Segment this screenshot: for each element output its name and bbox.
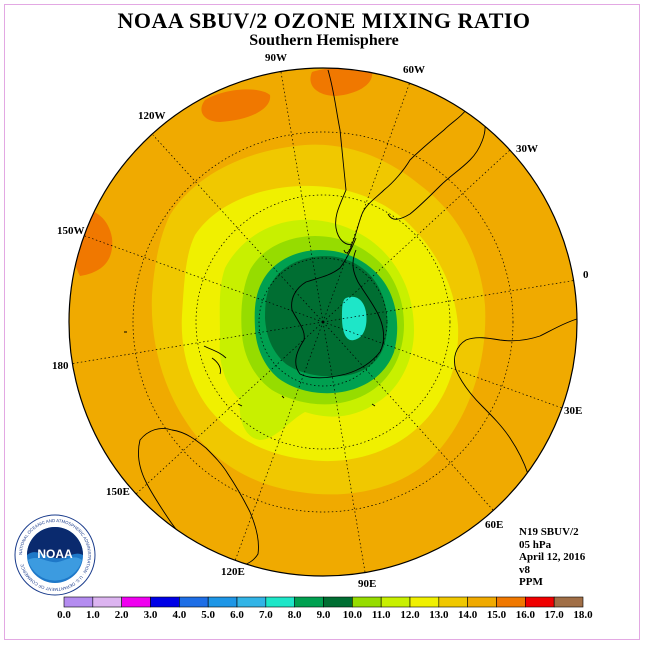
colorbar-tick-label: 9.0 [317,609,331,621]
ozone-contours [69,68,577,576]
colorbar-swatch [63,596,94,608]
colorbar-tick-label: 13.0 [429,609,449,621]
label-30e: 30E [564,405,582,417]
info-satellite: N19 SBUV/2 [519,526,579,538]
label-60e: 60E [485,519,503,531]
colorbar-swatch [438,596,468,608]
band-15-north-a [201,89,271,122]
colorbar-swatch [467,596,497,608]
noaa-logo: NOAA NATIONAL OCEANIC AND ATMOSPHERIC AD… [14,514,96,596]
colorbar-tick-label: 12.0 [400,609,420,621]
label-0: 0 [583,269,589,281]
map-subtitle: Southern Hemisphere [249,32,399,49]
colorbar-swatch [207,596,238,608]
colorbar-tick-label: 5.0 [201,609,215,621]
logo-text: NOAA [37,547,73,561]
band-7 [342,296,367,341]
colorbar-tick-label: 0.0 [57,609,71,621]
colorbar-tick-label: 16.0 [516,609,536,621]
label-150w: 150W [57,225,85,237]
label-180: 180 [52,360,69,372]
colorbar-swatch [265,596,295,608]
label-120e: 120E [221,566,245,578]
colorbar-tick-label: 3.0 [144,609,158,621]
colorbar-tick-label: 2.0 [115,609,129,621]
label-90e: 90E [358,578,376,590]
colorbar-tick-label: 8.0 [288,609,302,621]
band-8 [265,256,388,377]
meridian-labels: 90W 60W 30W 0 30E 60E 90E 120E 150E 180 … [52,52,589,590]
colorbar-tick-label: 18.0 [573,609,593,621]
colorbar-tick-label: 10.0 [343,609,363,621]
info-version: v8 [519,563,530,576]
colorbar-swatch [352,596,382,608]
colorbar-tick-label: 11.0 [372,609,391,621]
colorbar-swatch [323,596,353,608]
globe-outline [68,67,578,577]
colorbar-swatch [179,596,209,608]
info-level: 05 hPa [519,538,552,551]
colorbar-swatch [553,596,584,608]
graticule [69,71,577,573]
map-title: NOAA SBUV/2 OZONE MIXING RATIO [117,8,531,33]
label-30w: 30W [516,143,538,155]
colorbar-swatch [150,596,180,608]
info-units: PPM [519,576,543,589]
colorbar-swatch [409,596,440,608]
colorbar-tick-label: 1.0 [86,609,100,621]
label-90w: 90W [265,52,287,64]
colorbar-swatch [380,596,411,608]
colorbar-tick-label: 14.0 [458,609,478,621]
colorbar: 0.0 1.0 2.0 3.0 4.0 5.0 6.0 7.0 8.0 9.0 10.0 11.0 12… [57,596,593,621]
band-15-north-b [310,68,373,96]
colorbar-tick-label: 7.0 [259,609,273,621]
label-60w: 60W [403,64,425,76]
colorbar-tick-label: 4.0 [172,609,186,621]
plot-frame [4,4,640,640]
colorbar-swatch [236,596,267,608]
label-150e: 150E [106,486,130,498]
colorbar-swatch [496,596,526,608]
info-date: April 12, 2016 [519,551,586,564]
colorbar-swatch [121,596,151,608]
colorbar-swatch [294,596,324,608]
colorbar-tick-label: 17.0 [545,609,565,621]
colorbar-swatch [92,596,122,608]
colorbar-tick-label: 15.0 [487,609,507,621]
label-120w: 120W [138,110,166,122]
colorbar-swatch [525,596,555,608]
info-panel: N19 SBUV/2 05 hPa April 12, 2016 v8 PPM [519,526,585,589]
colorbar-tick-label: 6.0 [230,609,244,621]
